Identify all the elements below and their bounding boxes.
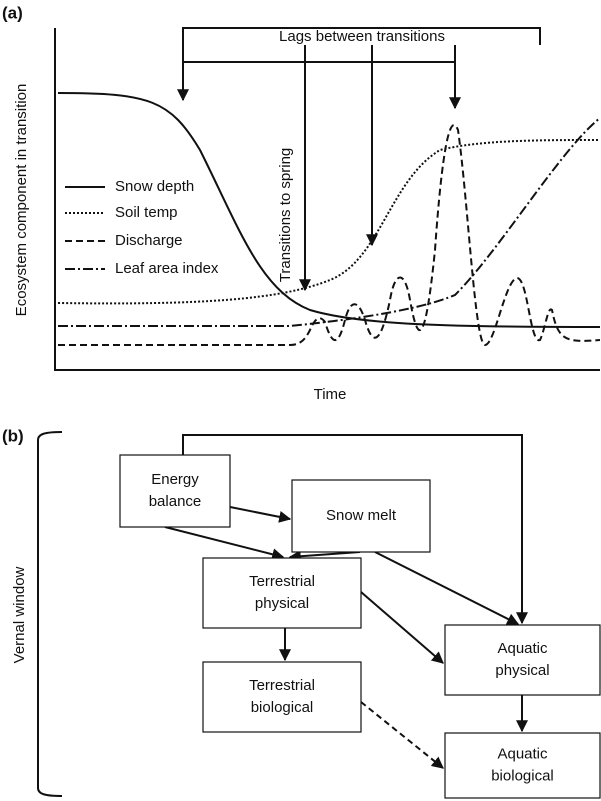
panel-label: (a) xyxy=(2,3,23,22)
node-box xyxy=(444,624,601,696)
side-label: Vernal window xyxy=(11,566,28,663)
node-label: Terrestrial xyxy=(249,677,315,694)
node-box xyxy=(291,479,431,553)
arrow-label: Transitions to spring xyxy=(277,148,294,283)
arrows xyxy=(164,434,528,769)
node-label: Energy xyxy=(151,471,199,488)
node-label: Aquatic xyxy=(497,745,548,762)
node-box xyxy=(202,661,362,733)
node-label: physical xyxy=(495,662,549,679)
node-label: Aquatic xyxy=(497,640,548,657)
node-box xyxy=(444,732,601,799)
lag-brackets xyxy=(177,27,541,292)
legend-label: Leaf area index xyxy=(115,260,219,277)
node-label: Snow melt xyxy=(326,507,397,524)
bracket-label: Lags between transitions xyxy=(279,28,445,45)
node-label: physical xyxy=(255,595,309,612)
node-label: biological xyxy=(491,767,554,784)
node-box xyxy=(119,454,231,528)
legend-label: Soil temp xyxy=(115,204,178,221)
legend-label: Snow depth xyxy=(115,178,194,195)
y-axis-label: Ecosystem component in transition xyxy=(13,84,30,317)
curves xyxy=(57,92,601,347)
axes xyxy=(54,28,600,371)
node-label: Terrestrial xyxy=(249,573,315,590)
node-label: biological xyxy=(251,699,314,716)
node-box xyxy=(202,557,362,629)
x-axis-label: Time xyxy=(314,386,347,403)
legend-label: Discharge xyxy=(115,232,183,249)
legend: Snow depth Soil temp Discharge Leaf area… xyxy=(65,178,219,277)
panel-label: (b) xyxy=(2,426,24,445)
nodes: Energy balance Snow melt Terrestrial physica… xyxy=(119,454,601,799)
side-bracket xyxy=(37,431,63,797)
node-label: balance xyxy=(149,493,202,510)
